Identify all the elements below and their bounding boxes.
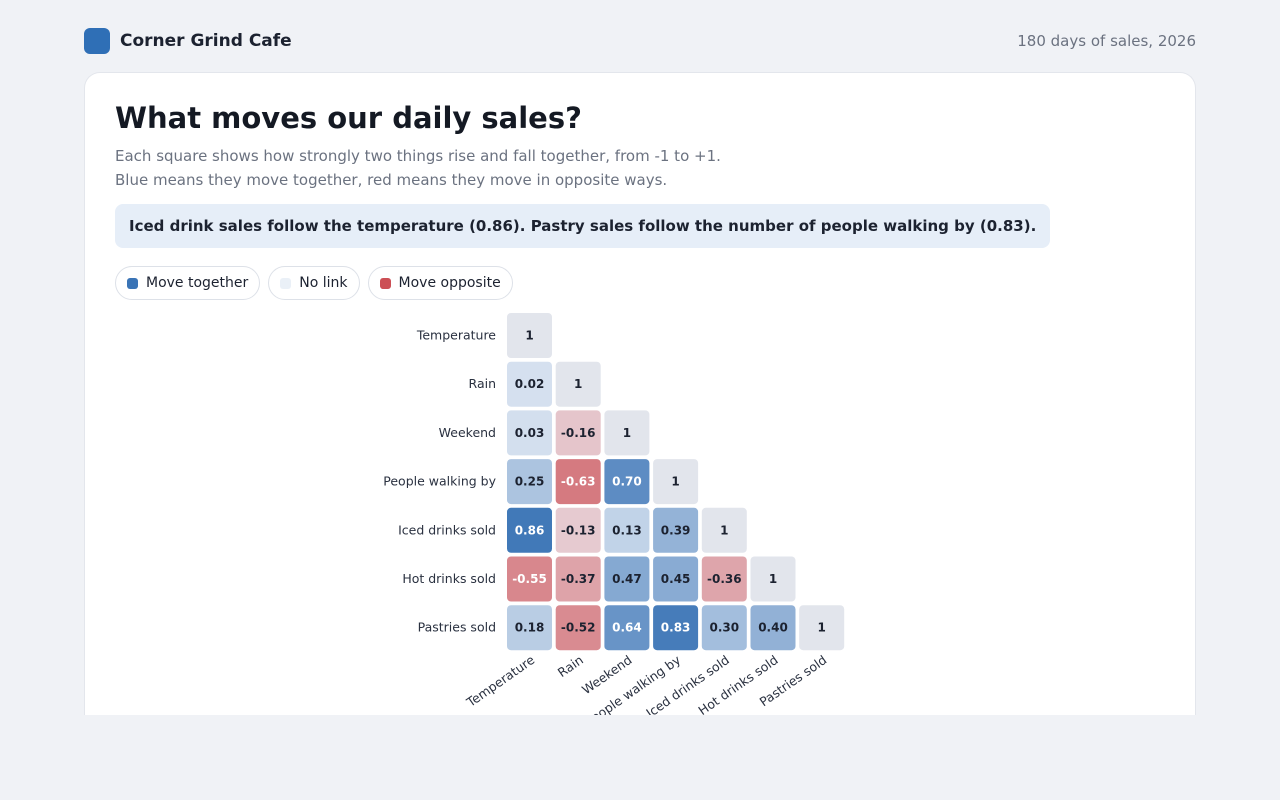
heatmap-cell-value: 0.45 [661,572,691,586]
heatmap-cell-rain-rain[interactable] [555,361,601,407]
heatmap-cell-value: 0.39 [661,523,691,537]
heatmap-cell-hot-drinks-sold-rain[interactable] [555,556,601,602]
heatmap-cell-value: 0.83 [661,621,691,635]
column-label-temperature: Temperature [463,652,538,710]
heatmap-cell-value: 0.64 [612,621,642,635]
heatmap-cell-value: -0.16 [561,426,596,440]
heatmap-cell-weekend-temperature[interactable] [507,410,552,456]
heatmap-cell-value: 0.40 [758,621,788,635]
heatmap-cell-value: 0.03 [515,426,545,440]
row-label-weekend: Weekend [439,425,496,440]
heatmap-cell-weekend-weekend[interactable] [604,410,650,456]
heatmap-cell-value: 1 [574,377,582,391]
heatmap-cell-value: 1 [818,621,826,635]
correlation-heatmap: Temperature Rain Weekend People walking by I… [383,313,845,715]
heatmap-cell-temperature-temperature[interactable] [507,313,552,358]
heatmap-cell-value: 1 [671,475,679,489]
brand-name: Corner Grind Cafe [120,31,292,51]
subtitle-line-1: Each square shows how strongly two thing… [115,147,721,165]
heatmap-cell-pastries-sold-temperature[interactable] [507,605,552,651]
date-range-label: 180 days of sales, 2026 [1017,32,1196,50]
heatmap-cell-iced-drinks-sold-iced-drinks-sold[interactable] [701,507,747,553]
heatmap-cell-pastries-sold-iced-drinks-sold[interactable] [701,605,747,651]
heatmap-cell-hot-drinks-sold-hot-drinks-sold[interactable] [750,556,796,602]
subtitle-line-2: Blue means they move together, red means… [115,171,668,189]
heatmap-cell-people-walking-by-weekend[interactable] [604,459,650,505]
heatmap-cell-value: 0.13 [612,523,642,537]
legend: Move together No link Move opposite [115,266,513,300]
heatmap-cell-value: 1 [720,523,728,537]
heatmap-cell-value: 0.25 [515,475,545,489]
heatmap-cell-pastries-sold-people-walking-by[interactable] [653,605,699,651]
legend-item-no-link[interactable]: No link [268,266,360,300]
row-label-temperature: Temperature [416,328,496,343]
legend-item-move-together[interactable]: Move together [115,266,261,300]
heatmap-cell-iced-drinks-sold-rain[interactable] [555,507,601,553]
page-subtitle: Each square shows how strongly two thing… [115,144,815,192]
heatmap-cell-weekend-rain[interactable] [555,410,601,456]
heatmap-cell-value: 0.02 [515,377,545,391]
row-label-iced-drinks-sold: Iced drinks sold [398,522,496,537]
legend-label: Move opposite [398,275,501,291]
heatmap-cell-pastries-sold-weekend[interactable] [604,605,650,651]
heatmap-cell-people-walking-by-rain[interactable] [555,459,601,505]
legend-item-move-opposite[interactable]: Move opposite [367,266,513,300]
key-insight-callout: Iced drink sales follow the temperature … [115,204,1051,248]
heatmap-cell-hot-drinks-sold-iced-drinks-sold[interactable] [701,556,747,602]
heatmap-cell-value: 0.18 [515,621,545,635]
heatmap-cell-value: 0.47 [612,572,642,586]
heatmap-cell-pastries-sold-hot-drinks-sold[interactable] [750,605,796,651]
heatmap-cell-pastries-sold-pastries-sold[interactable] [799,605,845,651]
legend-swatch-neutral [280,277,292,289]
heatmap-cell-rain-temperature[interactable] [507,361,552,407]
heatmap-cell-value: -0.13 [561,523,596,537]
heatmap-cell-value: -0.37 [561,572,596,586]
legend-swatch-blue [127,277,138,289]
heatmap-cell-pastries-sold-rain[interactable] [555,605,601,651]
heatmap-cell-hot-drinks-sold-weekend[interactable] [604,556,650,602]
row-label-hot-drinks-sold: Hot drinks sold [402,571,496,586]
heatmap-cell-iced-drinks-sold-temperature[interactable] [507,507,552,553]
heatmap-cell-value: 1 [623,426,631,440]
row-label-pastries-sold: Pastries sold [418,620,496,635]
heatmap-cell-value: 1 [525,329,533,343]
heatmap-cell-hot-drinks-sold-people-walking-by[interactable] [653,556,699,602]
cafe-logo-icon [84,28,110,54]
heatmap-cell-people-walking-by-temperature[interactable] [507,459,552,505]
heatmap-cell-value: 0.30 [709,621,739,635]
heatmap-cell-iced-drinks-sold-people-walking-by[interactable] [653,507,699,553]
heatmap-cell-value: 1 [769,572,777,586]
heatmap-cell-value: -0.52 [561,621,596,635]
heatmap-cell-hot-drinks-sold-temperature[interactable] [507,556,552,602]
column-label-rain: Rain [555,652,586,680]
heatmap-cell-value: -0.36 [707,572,742,586]
heatmap-cell-value: 0.86 [515,523,545,537]
legend-label: No link [299,275,348,291]
heatmap-cell-value: -0.63 [561,475,596,489]
top-bar: Corner Grind Cafe 180 days of sales, 202… [84,28,1196,54]
heatmap-cell-people-walking-by-people-walking-by[interactable] [653,459,699,505]
brand: Corner Grind Cafe [84,28,292,54]
heatmap-cell-value: 0.70 [612,475,642,489]
heatmap-cell-value: -0.55 [512,572,547,586]
row-label-people-walking-by: People walking by [383,474,496,489]
correlation-card: What moves our daily sales? Each square … [84,72,1196,715]
heatmap-cell-iced-drinks-sold-weekend[interactable] [604,507,650,553]
legend-label: Move together [146,275,249,291]
page-title: What moves our daily sales? [115,101,582,135]
legend-swatch-red [379,277,391,289]
row-label-rain: Rain [469,376,496,391]
